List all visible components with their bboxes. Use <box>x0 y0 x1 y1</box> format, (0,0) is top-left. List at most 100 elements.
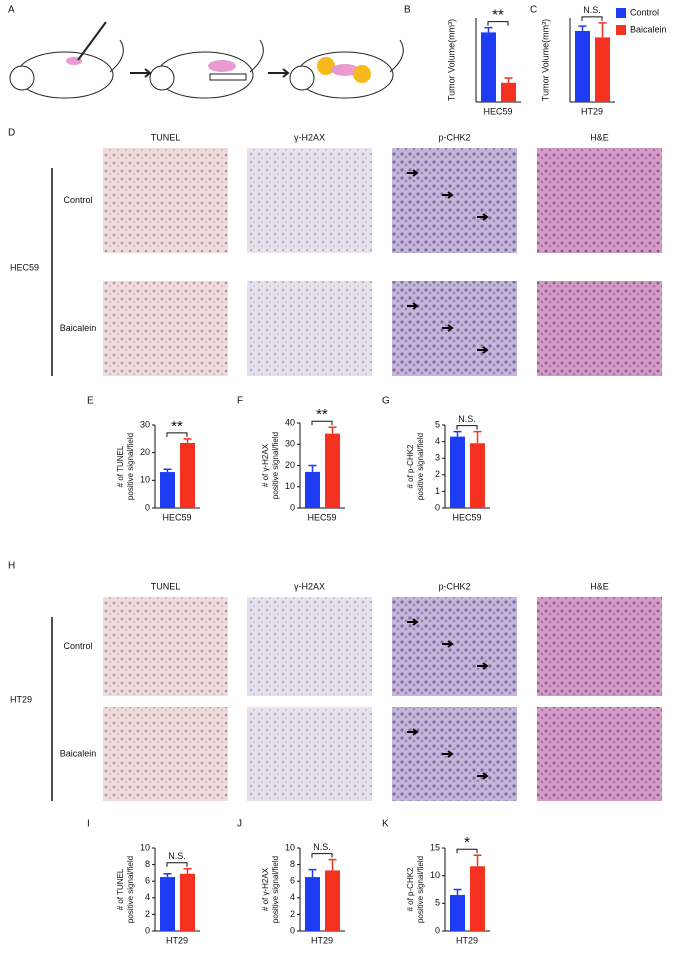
y-tick-label: 8 <box>290 859 295 869</box>
y-axis-label: # of TUNEL <box>116 868 125 910</box>
arrow <box>407 618 419 626</box>
y-tick-label: 10 <box>140 842 150 852</box>
group-label: HEC59 <box>10 262 39 272</box>
error-bar <box>473 854 482 867</box>
y-tick-label: 1 <box>435 486 440 496</box>
schematic <box>9 21 404 99</box>
y-axis-label: # of γ-H2AX <box>261 443 270 487</box>
micrograph <box>537 281 662 376</box>
x-tick-label: HT29 <box>456 935 478 945</box>
y-axis-label: # of γ-H2AX <box>261 867 270 911</box>
significance-bracket <box>166 862 188 867</box>
micrograph <box>392 148 517 253</box>
bar <box>575 30 590 102</box>
micrograph <box>103 707 228 801</box>
y-axis-label: positive signal/field <box>416 856 425 923</box>
significance: N.S. <box>168 851 186 861</box>
y-tick-label: 4 <box>435 436 440 446</box>
bar <box>501 82 516 102</box>
panel-letter: C <box>530 5 537 16</box>
x-tick-label: HEC59 <box>162 512 191 522</box>
x-tick-label: HEC59 <box>483 106 512 116</box>
bar <box>325 870 340 931</box>
column-label: p-CHK2 <box>438 132 470 142</box>
error-bar <box>328 858 337 871</box>
x-tick-label: HT29 <box>581 106 603 116</box>
y-axis-label: positive signal/field <box>271 856 280 923</box>
y-tick-label: 0 <box>290 502 295 512</box>
y-axis-label: # of p-CHK2 <box>406 867 415 912</box>
y-tick-label: 0 <box>290 925 295 935</box>
row-label: Baicalein <box>60 748 97 758</box>
significance: ** <box>316 406 328 423</box>
bar <box>450 895 465 931</box>
y-axis-label: positive signal/field <box>126 856 135 923</box>
panel-letter: J <box>237 819 242 830</box>
y-tick-label: 4 <box>145 892 150 902</box>
y-tick-label: 4 <box>290 892 295 902</box>
micrograph <box>247 707 372 801</box>
significance-bracket <box>166 432 188 437</box>
error-bar <box>183 868 192 874</box>
significance: ** <box>492 7 504 24</box>
arrow <box>442 640 454 648</box>
y-tick-label: 10 <box>140 475 150 485</box>
y-tick-label: 5 <box>435 419 440 429</box>
significance: N.S. <box>458 414 476 424</box>
bar <box>595 37 610 103</box>
error-bar <box>453 888 462 896</box>
column-label: γ-H2AX <box>294 581 325 591</box>
y-tick-label: 2 <box>145 909 150 919</box>
significance-bracket <box>311 853 333 858</box>
arrow <box>407 169 419 177</box>
panel-letter: B <box>404 5 411 16</box>
arrow <box>477 213 489 221</box>
y-tick-label: 0 <box>145 925 150 935</box>
arrow <box>477 772 489 780</box>
y-axis-label: Tumor Volume(mm³) <box>540 19 550 101</box>
bar <box>160 472 175 508</box>
bar <box>305 877 320 931</box>
y-tick-label: 0 <box>435 502 440 512</box>
y-tick-label: 2 <box>290 909 295 919</box>
y-tick-label: 10 <box>285 481 295 491</box>
arrow <box>442 324 454 332</box>
error-bar <box>328 426 337 434</box>
panel-letter: D <box>8 128 15 139</box>
column-label: p-CHK2 <box>438 581 470 591</box>
y-tick-label: 20 <box>140 447 150 457</box>
micrograph <box>247 148 372 253</box>
micrograph <box>103 597 228 696</box>
significance-bracket <box>311 420 333 426</box>
y-tick-label: 40 <box>285 417 295 427</box>
y-tick-label: 6 <box>145 876 150 886</box>
arrow <box>407 728 419 736</box>
y-tick-label: 15 <box>430 842 440 852</box>
bar <box>470 443 485 508</box>
x-tick-label: HT29 <box>166 935 188 945</box>
error-bar <box>578 25 587 31</box>
bar <box>180 442 195 508</box>
y-tick-label: 10 <box>430 870 440 880</box>
y-tick-label: 0 <box>145 502 150 512</box>
bar <box>470 866 485 931</box>
significance: N.S. <box>313 842 331 852</box>
panel-letter: I <box>87 819 90 830</box>
panel-letter: H <box>8 561 15 572</box>
micrograph <box>537 707 662 801</box>
error-bar <box>308 868 317 878</box>
significance: * <box>464 834 470 851</box>
y-tick-label: 5 <box>435 898 440 908</box>
panel-letter: A <box>8 5 15 16</box>
arrow <box>442 750 454 758</box>
x-tick-label: HEC59 <box>307 512 336 522</box>
arrow <box>407 302 419 310</box>
arrow <box>442 191 454 199</box>
y-tick-label: 20 <box>285 460 295 470</box>
micrograph <box>247 597 372 696</box>
significance: ** <box>171 418 183 435</box>
column-label: H&E <box>590 132 609 142</box>
y-axis-label: # of p-CHK2 <box>406 444 415 489</box>
significance-bracket <box>456 848 478 854</box>
